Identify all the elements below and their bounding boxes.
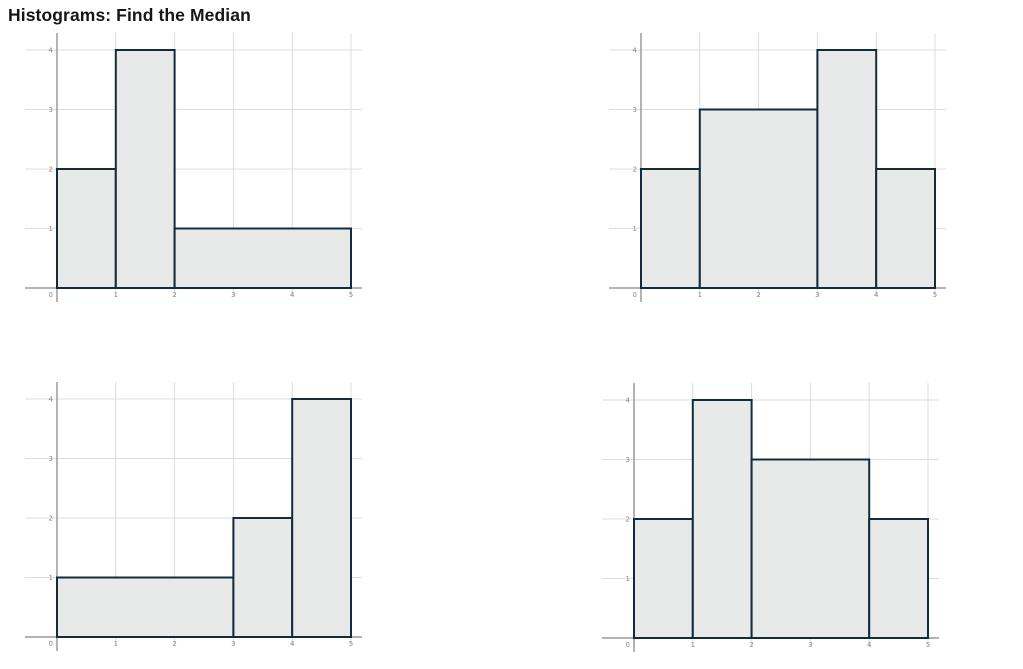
svg-text:4: 4	[633, 47, 638, 55]
svg-text:4: 4	[290, 640, 295, 648]
histogram-bottom-right: 0 1 2 3 4 5 1 2 3 4	[602, 381, 942, 656]
svg-text:5: 5	[933, 291, 937, 299]
svg-text:0: 0	[633, 291, 637, 299]
svg-text:2: 2	[172, 291, 176, 299]
svg-text:2: 2	[626, 516, 630, 524]
svg-text:2: 2	[172, 640, 176, 648]
svg-text:0: 0	[49, 291, 53, 299]
svg-text:3: 3	[49, 106, 53, 114]
histogram-top-left-canvas: 0 1 2 3 4 5 1 2 3 4	[25, 33, 362, 302]
svg-text:0: 0	[626, 641, 630, 649]
svg-text:1: 1	[49, 574, 53, 582]
svg-text:4: 4	[49, 47, 54, 55]
svg-text:1: 1	[114, 291, 118, 299]
svg-text:5: 5	[349, 640, 353, 648]
svg-text:3: 3	[626, 456, 630, 464]
svg-text:2: 2	[749, 641, 753, 649]
svg-text:1: 1	[626, 575, 630, 583]
svg-text:3: 3	[815, 291, 819, 299]
page-title: Histograms: Find the Median	[8, 5, 251, 25]
svg-text:1: 1	[114, 640, 118, 648]
svg-text:5: 5	[349, 291, 353, 299]
svg-text:3: 3	[231, 640, 235, 648]
svg-text:4: 4	[867, 641, 872, 649]
svg-text:4: 4	[626, 397, 631, 405]
histogram-bottom-right-canvas: 0 1 2 3 4 5 1 2 3 4	[602, 383, 939, 652]
svg-text:3: 3	[633, 106, 637, 114]
svg-text:2: 2	[756, 291, 760, 299]
histogram-top-left: 0 1 2 3 4 5 1 2 3 4	[25, 31, 365, 306]
histogram-top-right: 0 1 2 3 4 5 1 2 3 4	[609, 31, 949, 306]
svg-text:4: 4	[874, 291, 879, 299]
svg-text:0: 0	[49, 640, 53, 648]
svg-text:3: 3	[49, 455, 53, 463]
svg-text:3: 3	[231, 291, 235, 299]
histogram-bottom-left: 0 1 2 3 4 5 1 2 3 4	[25, 380, 365, 655]
svg-text:1: 1	[49, 225, 53, 233]
histogram-bottom-left-canvas: 0 1 2 3 4 5 1 2 3 4	[25, 382, 362, 651]
svg-text:4: 4	[49, 396, 54, 404]
svg-text:1: 1	[633, 225, 637, 233]
svg-text:1: 1	[691, 641, 695, 649]
svg-text:1: 1	[698, 291, 702, 299]
svg-text:2: 2	[49, 166, 53, 174]
svg-text:3: 3	[808, 641, 812, 649]
svg-text:5: 5	[926, 641, 930, 649]
histogram-top-right-canvas: 0 1 2 3 4 5 1 2 3 4	[609, 33, 946, 302]
svg-text:2: 2	[49, 515, 53, 523]
svg-text:2: 2	[633, 166, 637, 174]
svg-text:4: 4	[290, 291, 295, 299]
